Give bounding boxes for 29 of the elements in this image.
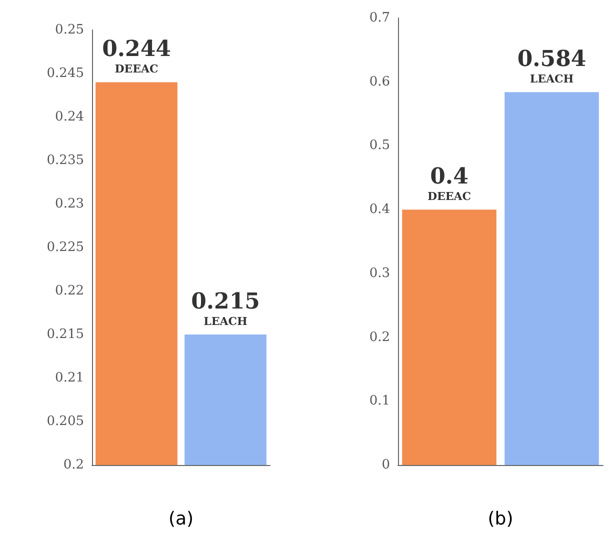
y-tick-label: 0.215	[46, 327, 84, 342]
data-label: 0.4	[430, 164, 468, 190]
y-tick-label: 0.21	[55, 370, 84, 386]
y-tick-label: 0.245	[46, 66, 84, 81]
x-tick-label: LEACH	[530, 72, 574, 86]
x-tick-label: DEEAC	[427, 190, 472, 204]
x-axis-title: (a)	[168, 508, 194, 530]
y-tick-label: 0.205	[46, 414, 84, 429]
x-tick-label: LEACH	[204, 315, 248, 328]
data-label: 0.215	[191, 288, 260, 314]
y-tick-label: 0.23	[55, 196, 84, 212]
y-tick-label: 0.235	[46, 153, 84, 168]
y-tick-label: 0.22	[55, 284, 84, 298]
data-label: 0.244	[102, 36, 171, 62]
y-tick-label: 0.2	[63, 458, 84, 472]
x-tick-label: DEEAC	[114, 62, 159, 76]
y-tick-label: 0.4	[369, 202, 390, 218]
y-tick-label: 0.24	[55, 110, 84, 124]
y-tick-label: 0.6	[369, 74, 390, 90]
y-tick-label: 0.7	[369, 10, 390, 26]
x-axis-title: (b)	[488, 508, 514, 530]
y-tick-label: 0.25	[55, 22, 84, 38]
data-label: 0.584	[517, 46, 586, 72]
y-tick-label: 0.1	[369, 394, 390, 409]
y-tick-label: 0	[382, 458, 390, 472]
y-tick-label: 0.2	[369, 330, 390, 345]
y-tick-label: 0.5	[369, 138, 390, 154]
y-tick-label: 0.225	[46, 240, 84, 255]
y-tick-label: 0.3	[369, 266, 390, 281]
